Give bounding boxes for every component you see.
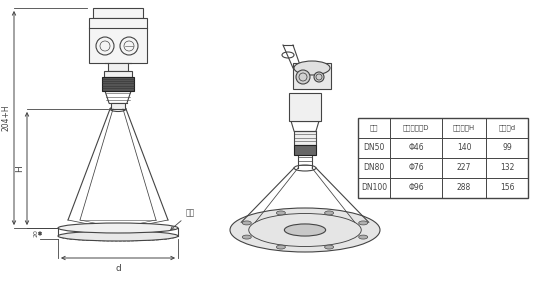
Text: Φ76: Φ76 (408, 164, 424, 172)
Circle shape (314, 72, 324, 82)
Text: 法兰: 法兰 (171, 208, 195, 230)
Text: 四孔盘d: 四孔盘d (498, 125, 515, 131)
Text: 140: 140 (456, 144, 471, 152)
Bar (89, 18, 147, 63)
Ellipse shape (324, 245, 334, 249)
Text: Φ46: Φ46 (408, 144, 424, 152)
Ellipse shape (294, 61, 330, 75)
Bar (111, 103, 125, 109)
Ellipse shape (359, 235, 368, 239)
Text: 227: 227 (457, 164, 471, 172)
Text: 20: 20 (33, 229, 38, 237)
Bar (104, 71, 132, 77)
Ellipse shape (277, 211, 285, 215)
Text: 喇叭口直径D: 喇叭口直径D (403, 125, 429, 131)
Text: Φ96: Φ96 (408, 183, 424, 193)
Text: DN50: DN50 (364, 144, 384, 152)
Text: d: d (115, 264, 121, 273)
Text: DN100: DN100 (361, 183, 387, 193)
Text: 99: 99 (502, 144, 512, 152)
Text: 156: 156 (500, 183, 514, 193)
Text: 法兰: 法兰 (370, 125, 378, 131)
Ellipse shape (277, 245, 285, 249)
Ellipse shape (284, 224, 326, 236)
Ellipse shape (243, 221, 251, 225)
Ellipse shape (359, 221, 368, 225)
Ellipse shape (230, 208, 380, 252)
Bar (93, 8, 143, 18)
Bar (108, 63, 128, 71)
Text: 132: 132 (500, 164, 514, 172)
Bar (358, 118, 528, 198)
Bar (293, 63, 331, 89)
Bar (294, 131, 316, 145)
Ellipse shape (324, 211, 334, 215)
Text: 288: 288 (457, 183, 471, 193)
Text: 204+H: 204+H (2, 105, 11, 131)
Text: 喇叭高度H: 喇叭高度H (453, 125, 475, 131)
Circle shape (296, 70, 310, 84)
Ellipse shape (58, 223, 178, 233)
Bar (289, 93, 321, 121)
Text: H: H (15, 165, 24, 172)
Ellipse shape (58, 231, 178, 241)
Bar (102, 77, 134, 91)
Bar (294, 145, 316, 155)
Ellipse shape (243, 235, 251, 239)
Text: DN80: DN80 (364, 164, 384, 172)
